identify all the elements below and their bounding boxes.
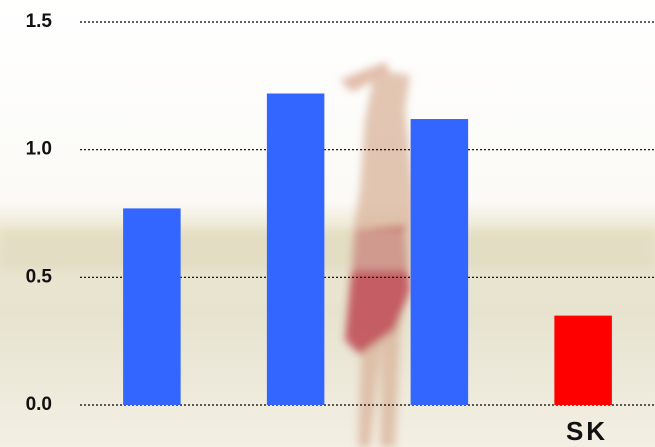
- y-tick-label: 1.5: [26, 11, 53, 32]
- bar: [410, 119, 469, 405]
- y-tick-label: 0.0: [26, 394, 52, 415]
- y-tick-label: 1.0: [26, 139, 52, 160]
- y-tick-label: 0.5: [26, 266, 53, 287]
- bar: [266, 93, 325, 405]
- background-figure: [0, 62, 655, 447]
- x-tick-label: SK: [566, 416, 608, 446]
- bar: [123, 208, 181, 405]
- bar: [554, 315, 612, 405]
